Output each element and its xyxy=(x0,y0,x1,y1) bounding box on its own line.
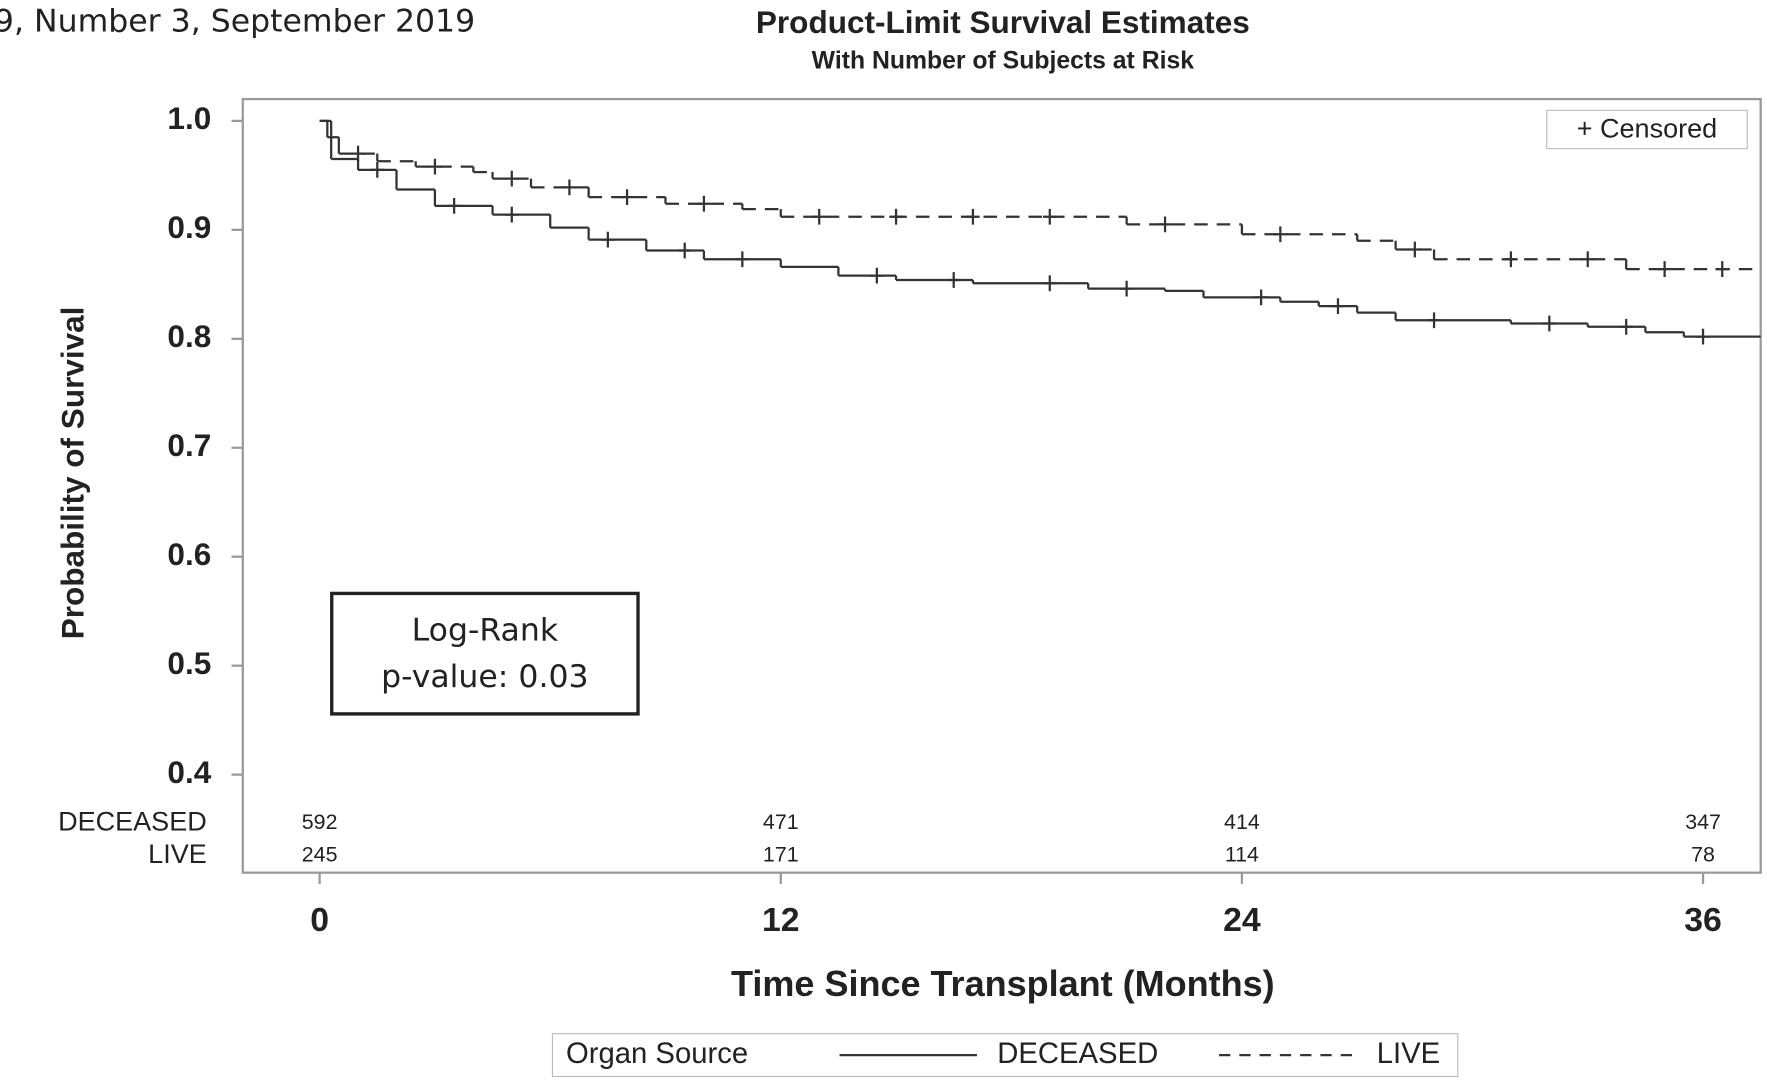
censor-mark xyxy=(870,267,884,284)
annotation: p-value: 0.03 xyxy=(381,659,588,695)
censor-mark xyxy=(1715,261,1730,277)
risk-count: 114 xyxy=(1225,842,1259,866)
plot-frame xyxy=(241,97,1762,874)
censor-mark xyxy=(1331,298,1345,314)
y-axis-title: Probability of Survival xyxy=(54,307,90,640)
censor-mark xyxy=(697,195,711,212)
censor-mark xyxy=(1408,241,1422,258)
censor-mark xyxy=(1043,275,1057,292)
censor-mark xyxy=(505,170,519,187)
y-tick-label: 1.0 xyxy=(167,100,211,136)
x-tick-label: 24 xyxy=(1223,901,1261,939)
censor-legend-box xyxy=(1546,109,1748,150)
censor-mark xyxy=(1273,226,1288,243)
annotation: Log-Rank xyxy=(412,613,559,649)
censor-mark xyxy=(1427,312,1441,329)
x-axis-title: Time Since Transplant (Months) xyxy=(731,963,1275,1004)
censor-mark xyxy=(447,197,461,214)
censor-mark xyxy=(812,208,826,225)
annotation-box xyxy=(330,591,640,716)
y-tick-label: 0.4 xyxy=(167,754,211,790)
censor-mark xyxy=(370,162,385,178)
censor-mark xyxy=(1119,280,1134,297)
risk-row-label: LIVE xyxy=(148,839,207,869)
censor-mark xyxy=(1657,261,1672,277)
censor-mark xyxy=(601,231,615,248)
censor-mark xyxy=(946,272,961,288)
page-header: 9, Number 3, September 2019 xyxy=(0,4,475,40)
legend-label: LIVE xyxy=(1377,1038,1440,1070)
y-tick-label: 0.5 xyxy=(167,645,211,681)
censor-mark xyxy=(1158,216,1172,233)
censor-mark xyxy=(562,179,577,196)
x-tick-label: 0 xyxy=(310,901,329,939)
x-tick-label: 12 xyxy=(762,901,800,939)
censor-mark xyxy=(1542,315,1557,332)
censor-mark xyxy=(889,208,903,225)
censor-mark xyxy=(620,189,634,206)
risk-count: 592 xyxy=(302,810,338,834)
risk-row-label: DECEASED xyxy=(58,806,207,836)
x-tick-label: 36 xyxy=(1684,901,1722,939)
risk-count: 471 xyxy=(763,810,799,834)
censor-legend: + Censored xyxy=(1577,114,1717,144)
y-tick-label: 0.6 xyxy=(167,536,211,572)
chart-subtitle: With Number of Subjects at Risk xyxy=(812,47,1195,74)
censor-mark xyxy=(1696,328,1710,345)
censor-mark xyxy=(1254,289,1268,306)
risk-count: 171 xyxy=(763,842,799,866)
censor-mark xyxy=(1581,251,1595,268)
censor-mark xyxy=(351,145,365,162)
chart-title: Product-Limit Survival Estimates xyxy=(756,4,1250,40)
censor-mark xyxy=(1504,251,1518,268)
y-tick-label: 0.8 xyxy=(167,318,211,354)
censor-mark xyxy=(428,158,442,175)
censor-mark xyxy=(505,206,519,223)
legend-title: Organ Source xyxy=(566,1038,748,1070)
risk-count: 414 xyxy=(1224,810,1260,834)
legend-label: DECEASED xyxy=(997,1038,1158,1070)
y-tick-label: 0.7 xyxy=(167,427,211,463)
risk-count: 78 xyxy=(1691,842,1715,866)
risk-count: 347 xyxy=(1685,810,1721,834)
censor-mark xyxy=(735,251,750,268)
censor-mark xyxy=(966,208,980,225)
censor-mark xyxy=(677,242,692,259)
risk-count: 245 xyxy=(302,842,338,866)
censor-mark xyxy=(1619,318,1633,335)
censor-mark xyxy=(1043,208,1057,225)
y-tick-label: 0.9 xyxy=(167,209,211,245)
